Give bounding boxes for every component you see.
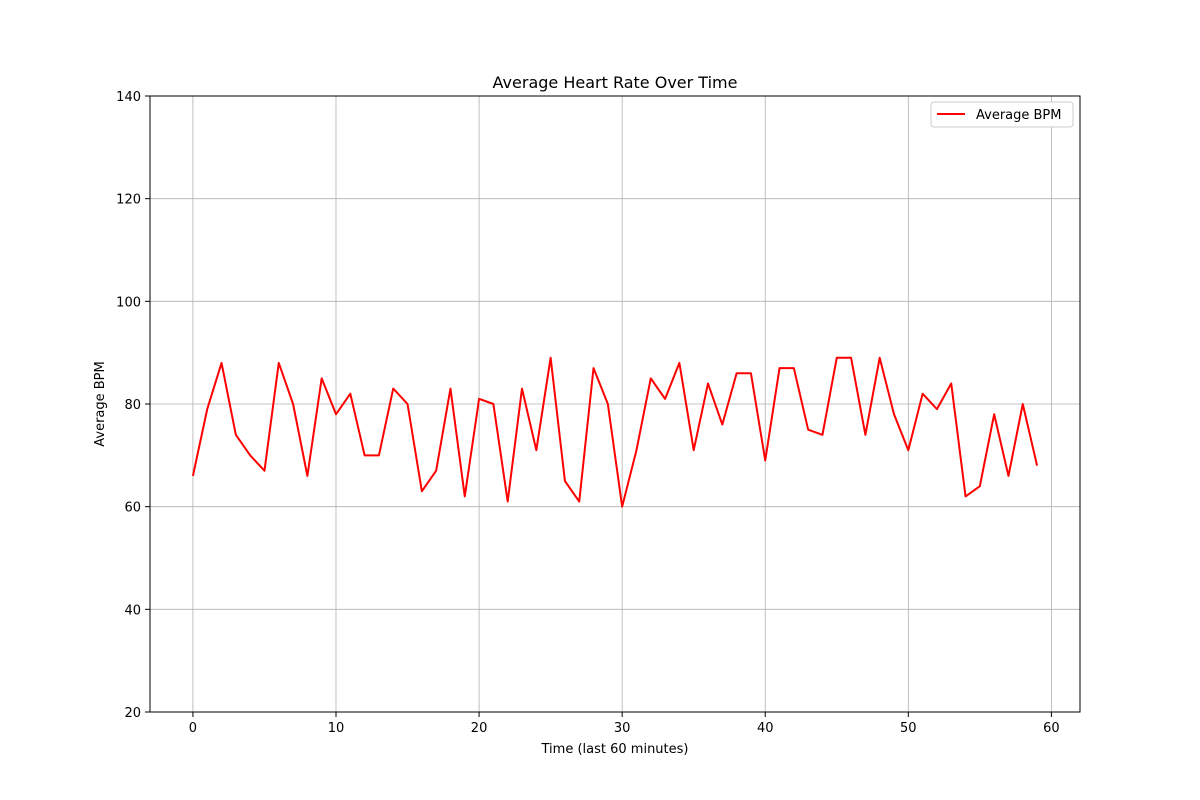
x-tick-label: 60 <box>1043 721 1060 736</box>
x-tick-label: 30 <box>614 721 631 736</box>
legend-label: Average BPM <box>976 108 1062 123</box>
x-tick-label: 20 <box>471 721 488 736</box>
series-layer <box>191 356 1039 508</box>
y-tick-label: 80 <box>124 398 141 413</box>
y-tick-label: 120 <box>116 193 141 208</box>
x-tick-label: 40 <box>757 721 774 736</box>
legend-box <box>930 101 1074 128</box>
x-axis-label: Time (last 60 minutes) <box>541 742 689 757</box>
y-tick-label: 40 <box>124 603 141 618</box>
x-tick-label: 0 <box>189 721 197 736</box>
legend: Average BPM <box>930 101 1074 128</box>
y-tick-label: 60 <box>124 501 141 516</box>
series-line-average-bpm <box>191 356 1039 508</box>
y-tick-label: 100 <box>116 295 141 310</box>
chart-title: Average Heart Rate Over Time <box>493 73 738 92</box>
y-tick-label: 140 <box>116 90 141 105</box>
ticks-layer: 0 10 20 30 40 50 60 20 40 60 80 100 120 140 <box>116 90 1059 736</box>
y-tick-label: 20 <box>124 706 141 721</box>
y-axis-label: Average BPM <box>93 361 108 447</box>
x-tick-label: 50 <box>900 721 917 736</box>
x-tick-label: 10 <box>328 721 345 736</box>
